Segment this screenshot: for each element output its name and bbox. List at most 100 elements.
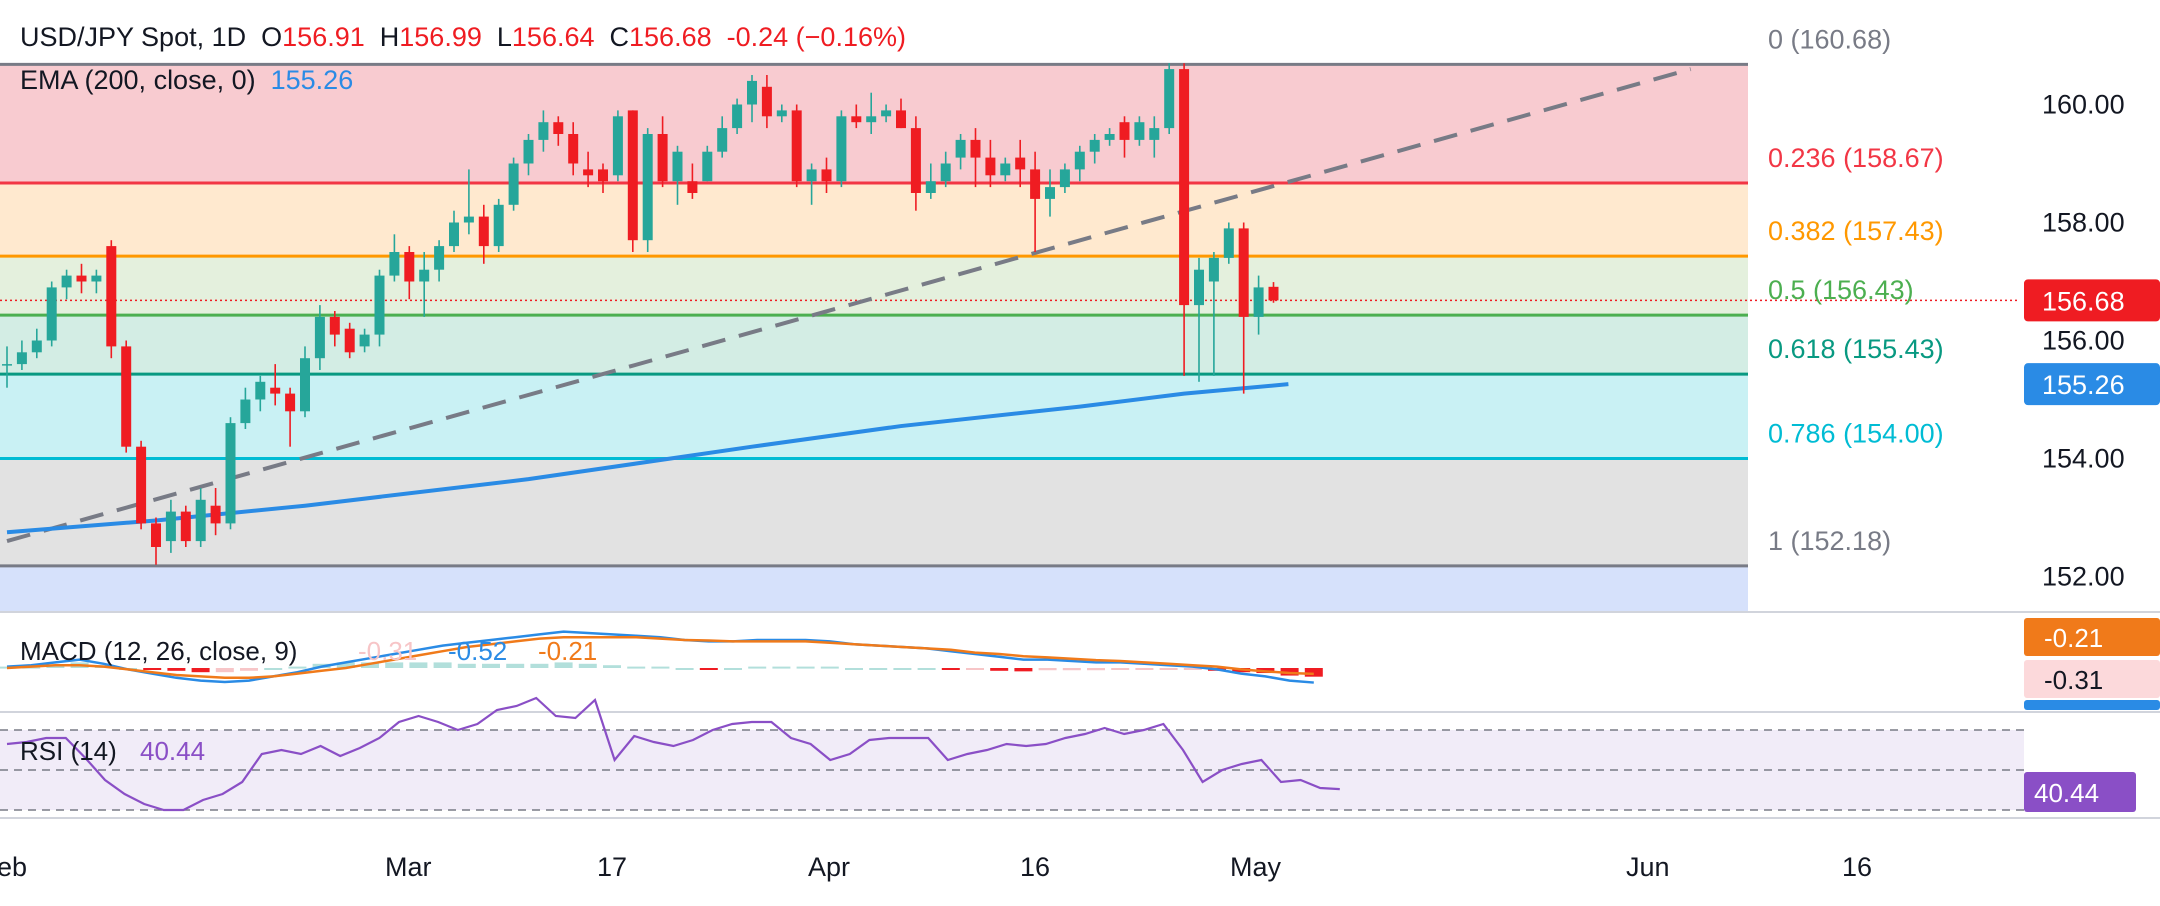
macd-histogram-bar xyxy=(966,668,984,670)
candle-body xyxy=(180,511,191,542)
ema-price-tag xyxy=(2024,363,2160,406)
last-price-tag xyxy=(2024,279,2160,322)
macd-signal-tag xyxy=(2024,618,2160,656)
candle-body xyxy=(717,128,728,152)
trend-line xyxy=(6,67,1692,544)
candle-body xyxy=(210,505,221,524)
macd-line xyxy=(6,630,1314,684)
macd-line-tag xyxy=(2024,700,2160,710)
candle-body xyxy=(955,139,966,158)
candle-body xyxy=(553,122,564,134)
x-tick-label: 16 xyxy=(1842,852,1872,882)
interval-label: 1D xyxy=(211,22,247,52)
macd-histogram-bar xyxy=(772,666,791,669)
fib-label-0.786: 0.786 (154.00) xyxy=(1768,419,1944,449)
candle-body xyxy=(1104,134,1115,140)
candle-body xyxy=(1194,269,1204,306)
candle-body xyxy=(583,169,594,176)
candle-body xyxy=(31,340,42,353)
candle-body xyxy=(702,151,713,182)
ema-label: EMA (200, close, 0) xyxy=(20,65,256,95)
high-label: H xyxy=(379,22,400,52)
fib-band-0.5 xyxy=(0,315,1748,375)
fib-band-0.618 xyxy=(0,374,1748,459)
macd-histogram-bar xyxy=(1014,668,1033,672)
candle-body xyxy=(1074,151,1085,170)
x-tick-label: May xyxy=(1230,852,1282,882)
macd-histogram-bar xyxy=(627,666,646,669)
open-value: 156.91 xyxy=(282,22,365,52)
symbol-label: USD/JPY Spot xyxy=(20,22,197,52)
candle-body xyxy=(836,116,847,182)
macd-histogram-bar xyxy=(845,668,863,670)
candle-body xyxy=(1149,128,1160,140)
candle-body xyxy=(687,181,698,193)
candle-body xyxy=(106,246,117,347)
candle-body xyxy=(314,316,325,359)
candle-body xyxy=(1030,169,1041,199)
macd-signal-tag-label: -0.21 xyxy=(2044,623,2103,653)
fib-label-0.5: 0.5 (156.43) xyxy=(1768,275,1914,305)
candle-body xyxy=(434,246,445,270)
candle-body xyxy=(791,110,802,182)
macd-histogram-bar xyxy=(143,668,162,670)
candle-body xyxy=(881,110,892,117)
macd-histogram-bar xyxy=(578,663,597,668)
price-tick-label: 152.00 xyxy=(2042,562,2125,592)
candle-body xyxy=(627,110,638,241)
fib-band-1 xyxy=(0,565,1748,612)
candle-body xyxy=(612,116,623,176)
macd-histogram-bar xyxy=(990,668,1009,671)
fib-band-0.236 xyxy=(0,182,1748,257)
macd-histogram-bar xyxy=(409,662,428,668)
candle-body xyxy=(508,163,519,205)
fib-label-0.236: 0.236 (158.67) xyxy=(1768,143,1944,173)
fib-band-0 xyxy=(0,64,1748,183)
candle-body xyxy=(1208,257,1219,282)
candle-body xyxy=(896,110,906,129)
macd-histogram-bar xyxy=(820,666,839,669)
macd-histogram-bar xyxy=(675,668,694,670)
macd-value-0: -0.31 xyxy=(358,636,417,666)
candle-body xyxy=(270,387,281,394)
candle-body xyxy=(672,151,683,182)
macd-histogram-bar xyxy=(506,663,525,668)
macd-value-1: -0.52 xyxy=(448,636,507,666)
fib-band-0.786 xyxy=(0,458,1748,566)
macd-histogram-bar xyxy=(215,668,234,673)
candle-body xyxy=(940,163,951,182)
candle-body xyxy=(657,134,668,182)
price-tick-label: 160.00 xyxy=(2042,90,2125,120)
fib-band-top xyxy=(0,0,1748,65)
macd-histogram-bar xyxy=(530,663,549,668)
change-value: -0.24 (−0.16%) xyxy=(726,22,906,52)
candle-body xyxy=(195,499,206,542)
macd-title: MACD (12, 26, close, 9) xyxy=(20,636,297,666)
candle-body xyxy=(538,122,549,140)
candle-body xyxy=(419,269,430,282)
candle-body xyxy=(598,169,608,182)
macd-histogram-bar xyxy=(1183,668,1202,670)
high-value: 156.99 xyxy=(399,22,482,52)
macd-histogram-bar xyxy=(385,662,404,668)
candle-body xyxy=(1059,169,1070,188)
candle-body xyxy=(1223,228,1234,258)
fib-band-0.382 xyxy=(0,256,1748,316)
candle-body xyxy=(970,139,981,158)
candle-body xyxy=(374,275,385,335)
candle-body xyxy=(866,116,877,123)
fib-label-0.382: 0.382 (157.43) xyxy=(1768,216,1944,246)
candle-body xyxy=(523,139,534,164)
candle-body xyxy=(568,134,579,164)
macd-histogram-bar xyxy=(1087,668,1105,671)
macd-histogram-bar xyxy=(699,668,718,670)
candle-body xyxy=(761,86,772,117)
macd-histogram-bar xyxy=(724,668,742,670)
candle-body xyxy=(1089,139,1100,152)
candle-body xyxy=(985,157,996,176)
macd-hist-tag xyxy=(2024,660,2160,698)
candle-body xyxy=(806,169,817,182)
candle-body xyxy=(76,275,87,282)
macd-histogram-bar xyxy=(1280,668,1299,676)
